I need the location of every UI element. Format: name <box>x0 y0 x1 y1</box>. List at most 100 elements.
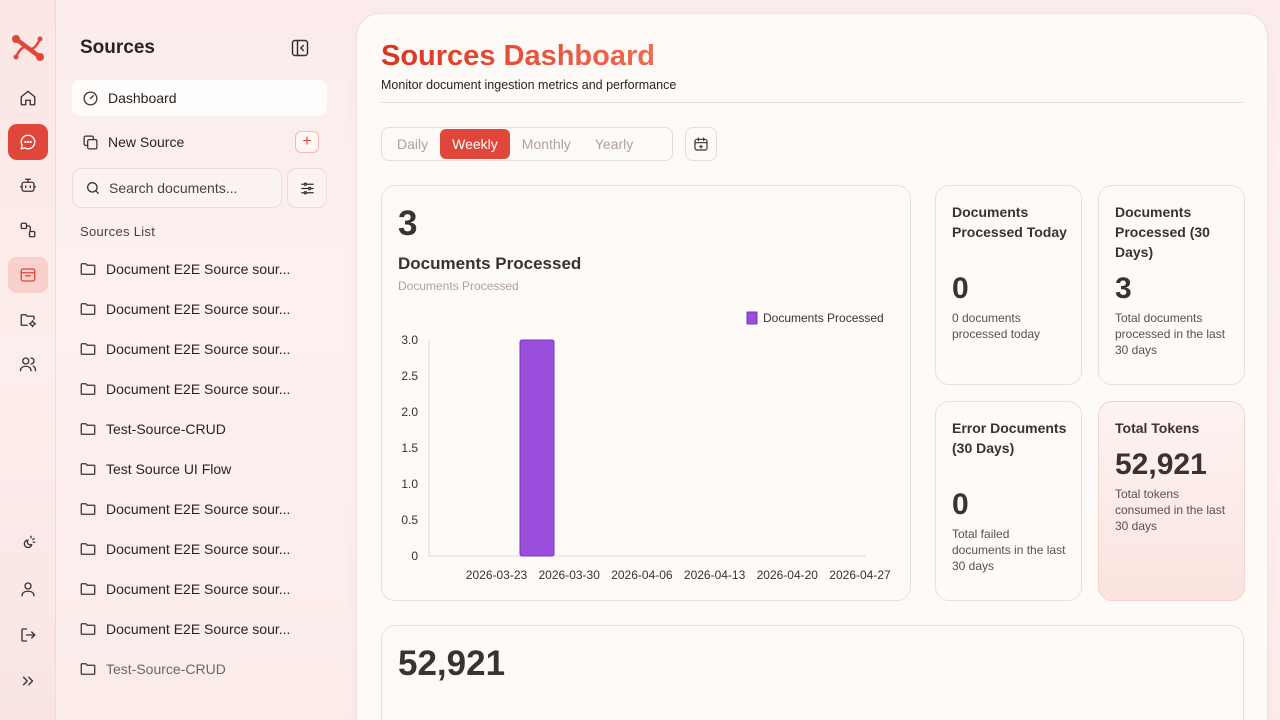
folder-icon <box>80 503 96 515</box>
stat-description: Total documents processed in the last 30… <box>1115 311 1226 357</box>
stat-card-today: Documents Processed Today 0 0 documents … <box>935 185 1082 385</box>
legend-swatch <box>746 311 758 325</box>
folder-icon <box>80 263 96 275</box>
source-list-item[interactable]: Test Source UI Flow <box>72 451 327 487</box>
profile-button[interactable] <box>8 571 48 607</box>
workflow-button[interactable] <box>8 212 48 248</box>
source-list-item-label: Document E2E Source sour... <box>106 621 291 637</box>
chat-icon <box>20 134 36 150</box>
tab-weekly[interactable]: Weekly <box>440 129 510 159</box>
folder-settings-button[interactable] <box>8 302 48 338</box>
source-list-item[interactable]: Document E2E Source sour... <box>72 531 327 567</box>
theme-icon <box>23 535 36 549</box>
source-list-item[interactable]: Document E2E Source sour... <box>72 291 327 327</box>
source-list-item-label: Test Source UI Flow <box>106 461 232 477</box>
page-title: Sources Dashboard <box>381 40 655 72</box>
x-tick-label: 2026-04-06 <box>611 568 673 582</box>
stat-title: Documents Processed (30 Days) <box>1115 204 1210 260</box>
source-list-item[interactable]: Document E2E Source sour... <box>72 371 327 407</box>
sources-sidebar: Sources Dashboard New Source + Sources L… <box>56 0 346 720</box>
folder-icon <box>80 623 96 635</box>
logo-icon[interactable] <box>10 30 46 66</box>
x-tick-label: 2026-03-30 <box>539 568 601 582</box>
folder-icon <box>80 423 96 435</box>
stat-value: 52,921 <box>1115 448 1207 481</box>
tab-daily[interactable]: Daily <box>397 136 429 152</box>
stat-value: 0 <box>952 272 969 305</box>
folder-icon <box>80 663 96 675</box>
sidebar-item-dashboard[interactable]: Dashboard <box>72 80 327 116</box>
stat-card-errors: Error Documents (30 Days) 0 Total failed… <box>935 401 1082 601</box>
stat-description: 0 documents processed today <box>952 311 1041 341</box>
documents-processed-chart-card: 3 Documents Processed Documents Processe… <box>381 185 911 601</box>
user-icon <box>21 582 35 597</box>
sidebar-item-label: New Source <box>108 134 185 150</box>
chart-subtitle: Documents Processed <box>398 279 519 293</box>
source-list-item[interactable]: Document E2E Source sour... <box>72 571 327 607</box>
sliders-icon <box>300 182 314 194</box>
chart-title: Documents Processed <box>398 254 582 273</box>
source-list-item[interactable]: Test-Source-CRUD <box>72 411 327 447</box>
source-list-item[interactable]: Test-Source-CRUD <box>72 651 327 687</box>
sources-button[interactable] <box>8 257 48 293</box>
bar-2026-03-23 <box>519 339 555 557</box>
bot-button[interactable] <box>8 168 48 204</box>
x-tick-label: 2026-04-13 <box>684 568 746 582</box>
x-tick-label: 2026-04-27 <box>829 568 891 582</box>
source-list-item-label: Document E2E Source sour... <box>106 501 291 517</box>
y-tick-label: 1.0 <box>401 477 418 491</box>
source-list-item-label: Document E2E Source sour... <box>106 581 291 597</box>
plus-icon: + <box>302 133 312 150</box>
x-tick-label: 2026-04-20 <box>757 568 819 582</box>
copy-icon <box>83 134 98 150</box>
source-list-item[interactable]: Document E2E Source sour... <box>72 331 327 367</box>
stat-title: Error Documents (30 Days) <box>952 420 1067 456</box>
source-list-item-label: Document E2E Source sour... <box>106 541 291 557</box>
folder-icon <box>80 303 96 315</box>
folder-icon <box>80 583 96 595</box>
stat-value: 3 <box>1115 272 1132 305</box>
source-list-item[interactable]: Document E2E Source sour... <box>72 491 327 527</box>
stat-title: Documents Processed Today <box>952 204 1067 240</box>
search-icon <box>87 182 99 194</box>
y-tick-label: 1.5 <box>401 441 418 455</box>
source-list-item-label: Test-Source-CRUD <box>106 421 226 437</box>
stat-card-total-tokens: Total Tokens 52,921 Total tokens consume… <box>1098 401 1245 601</box>
gauge-icon <box>83 90 98 106</box>
source-list-item[interactable]: Document E2E Source sour... <box>72 611 327 647</box>
add-source-button[interactable]: + <box>295 131 319 153</box>
bot-icon <box>19 178 37 192</box>
search-input[interactable] <box>109 180 279 196</box>
search-box <box>72 168 282 208</box>
source-list-item-label: Document E2E Source sour... <box>106 341 291 357</box>
y-tick-label: 0 <box>411 549 418 563</box>
chat-button[interactable] <box>8 124 48 160</box>
stat-title: Total Tokens <box>1115 420 1200 436</box>
page-subtitle: Monitor document ingestion metrics and p… <box>381 78 677 92</box>
tokens-chart-card: 52,921 <box>381 625 1244 720</box>
collapse-sidebar-icon[interactable] <box>290 38 310 58</box>
y-tick-label: 2.5 <box>401 369 418 383</box>
date-picker-button[interactable] <box>685 127 717 161</box>
tab-monthly[interactable]: Monthly <box>521 136 571 152</box>
sidebar-title: Sources <box>80 37 155 58</box>
source-list-item-label: Document E2E Source sour... <box>106 301 291 317</box>
folder-icon <box>80 383 96 395</box>
source-list-item-label: Document E2E Source sour... <box>106 381 291 397</box>
sidebar-item-label: Dashboard <box>108 90 177 106</box>
sources-list-heading: Sources List <box>80 224 156 239</box>
expand-icon <box>22 676 34 686</box>
folder-icon <box>80 343 96 355</box>
stat-value: 0 <box>952 488 969 521</box>
tab-yearly[interactable]: Yearly <box>594 136 634 152</box>
folder-icon <box>80 543 96 555</box>
expand-rail-button[interactable] <box>8 663 48 699</box>
theme-button[interactable] <box>8 525 48 561</box>
filter-button[interactable] <box>287 168 327 208</box>
source-list-item[interactable]: Document E2E Source sour... <box>72 251 327 287</box>
logout-button[interactable] <box>8 617 48 653</box>
header-divider <box>381 102 1243 103</box>
home-button[interactable] <box>8 80 48 116</box>
sidebar-item-new-source[interactable]: New Source <box>72 124 327 160</box>
users-button[interactable] <box>8 346 48 382</box>
